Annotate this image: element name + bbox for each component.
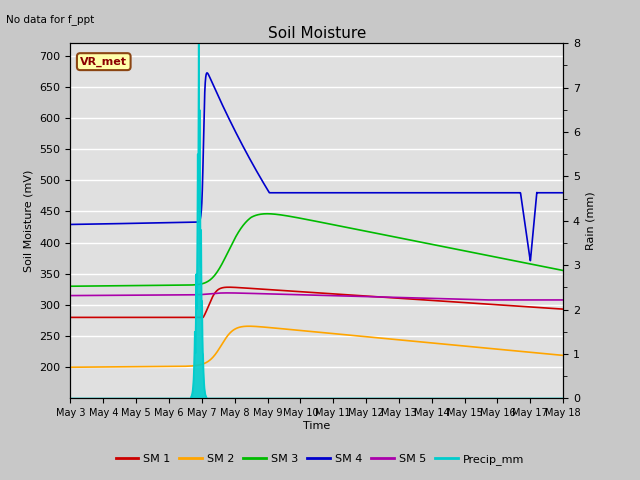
Legend: SM 1, SM 2, SM 3, SM 4, SM 5, Precip_mm: SM 1, SM 2, SM 3, SM 4, SM 5, Precip_mm	[111, 450, 529, 469]
Text: No data for f_ppt: No data for f_ppt	[6, 14, 95, 25]
Title: Soil Moisture: Soil Moisture	[268, 25, 366, 41]
Y-axis label: Rain (mm): Rain (mm)	[586, 192, 596, 250]
Text: VR_met: VR_met	[80, 57, 127, 67]
X-axis label: Time: Time	[303, 421, 330, 431]
Y-axis label: Soil Moisture (mV): Soil Moisture (mV)	[24, 169, 34, 272]
